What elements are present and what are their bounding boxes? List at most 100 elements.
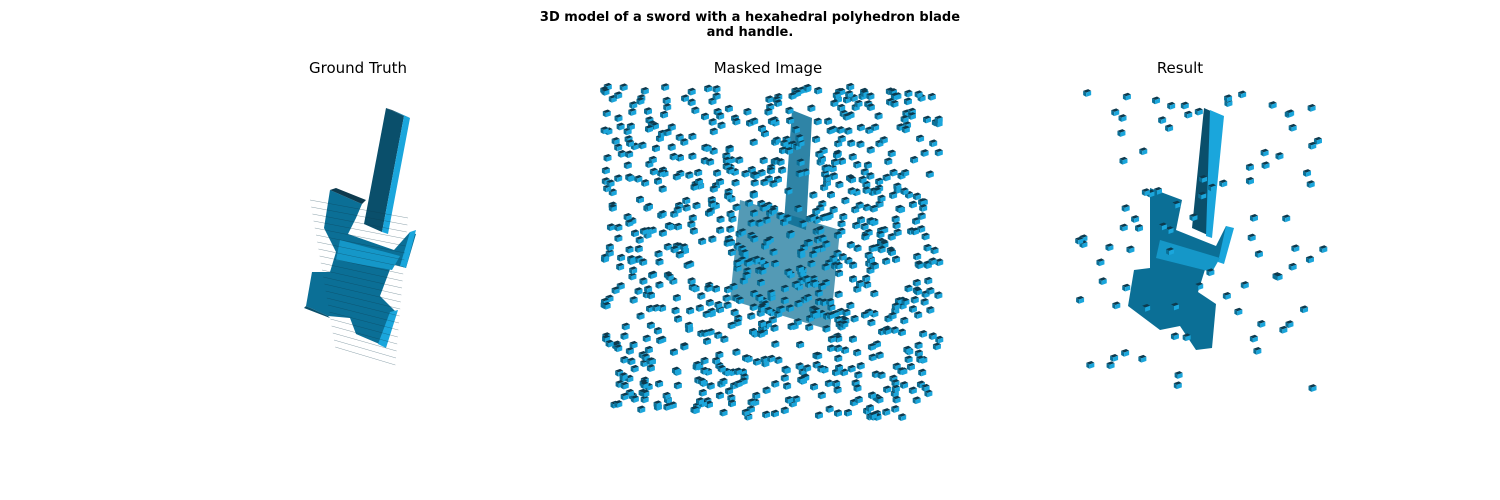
voxel-front [730, 310, 734, 317]
voxel-grid-line [315, 234, 406, 254]
voxel-top [627, 357, 636, 361]
voxel-front [839, 111, 843, 118]
voxel-top [785, 106, 794, 111]
voxel-side [845, 114, 851, 121]
voxel-top [834, 354, 843, 358]
voxel-top [672, 172, 681, 177]
voxel-grid-line [323, 276, 402, 296]
voxel-front [752, 359, 756, 366]
voxel-front [802, 276, 806, 283]
voxel-top [743, 107, 752, 112]
voxel-front [608, 190, 612, 197]
voxel-side [765, 412, 771, 419]
voxel-front [747, 400, 751, 407]
voxel-front [915, 263, 919, 270]
voxel-side [806, 365, 812, 372]
result-sword-voxels [1128, 108, 1234, 350]
voxel-side [913, 157, 919, 164]
voxel-top [929, 139, 938, 143]
voxel-front [829, 256, 833, 263]
voxel-side [637, 176, 643, 183]
voxel-side [903, 189, 909, 196]
voxel-front [634, 176, 638, 183]
voxel-side [852, 95, 858, 102]
voxel-top [812, 307, 821, 311]
voxel-top [745, 199, 754, 203]
voxel-front [900, 189, 904, 196]
voxel-top [601, 177, 610, 181]
voxel-side [694, 108, 700, 115]
voxel-top [749, 303, 758, 307]
voxel-front [814, 299, 818, 306]
voxel-top [784, 268, 793, 272]
voxel-top [866, 404, 875, 408]
voxel-side [657, 251, 663, 258]
voxel-top [764, 320, 773, 325]
voxel-top [725, 145, 734, 149]
voxel-front [625, 247, 629, 254]
voxel-top [649, 167, 658, 172]
voxel-top [642, 334, 651, 339]
voxel-grid-line [314, 227, 406, 247]
voxel-top [682, 196, 691, 201]
voxel-front [655, 259, 659, 266]
voxel-front [914, 343, 918, 350]
voxel-side [750, 220, 756, 227]
voxel-side [758, 295, 764, 302]
voxel-side [844, 348, 850, 355]
voxel-side [890, 250, 896, 257]
voxel-top [660, 110, 669, 115]
voxel-front [926, 307, 930, 314]
voxel-front [642, 336, 646, 343]
voxel-top [639, 227, 648, 231]
voxel-front [786, 231, 790, 238]
voxel-top [900, 316, 909, 321]
voxel-top [715, 391, 724, 396]
voxel-side [699, 183, 705, 190]
voxel-top [924, 276, 933, 281]
voxel-side [928, 172, 934, 179]
voxel-side [647, 126, 653, 133]
voxel-top [824, 117, 833, 121]
voxel-front [908, 202, 912, 209]
voxel-top [864, 100, 873, 104]
voxel-top [717, 364, 726, 369]
voxel-top [731, 178, 740, 183]
voxel-side [913, 297, 919, 304]
voxel-front [600, 128, 604, 135]
voxel-top [727, 394, 736, 398]
voxel-side [653, 123, 659, 130]
voxel-top [786, 230, 795, 234]
voxel-top [715, 350, 724, 355]
voxel-side [856, 286, 862, 293]
voxel-top [778, 166, 787, 170]
voxel-front [630, 366, 634, 373]
voxel-top [807, 214, 816, 218]
voxel-top [667, 123, 676, 127]
voxel-front [932, 344, 936, 351]
voxel-side [895, 397, 901, 404]
voxel-side [688, 172, 694, 179]
voxel-side [806, 85, 812, 92]
voxel-top [601, 166, 610, 171]
voxel-front [738, 229, 742, 236]
voxel-side [878, 397, 884, 404]
voxel-side [730, 250, 736, 257]
voxel-top [837, 157, 846, 161]
voxel-top [742, 354, 751, 358]
voxel-top [821, 170, 830, 174]
voxel-front [617, 151, 621, 158]
voxel-top [882, 325, 891, 329]
voxel-front [729, 284, 733, 291]
voxel-front [907, 113, 911, 120]
voxel-top [602, 109, 611, 114]
voxel-top [720, 335, 729, 339]
voxel-top [862, 274, 871, 279]
voxel-side [666, 404, 672, 411]
voxel-top [866, 172, 875, 176]
voxel-side [780, 307, 786, 314]
voxel-front [918, 370, 922, 377]
voxel-top [704, 400, 713, 405]
voxel-top [708, 118, 717, 122]
voxel-side [773, 411, 779, 418]
